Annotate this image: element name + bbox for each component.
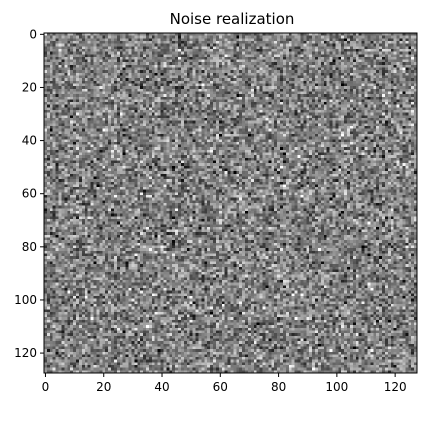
y-tick-label: 80: [22, 240, 37, 254]
chart-title: Noise realization: [170, 10, 295, 28]
x-tick-label: 60: [213, 380, 228, 394]
x-tick-label: 120: [384, 380, 407, 394]
noise-image: [44, 33, 417, 373]
x-tick-label: 100: [325, 380, 348, 394]
y-tick-label: 40: [22, 134, 37, 148]
y-tick-label: 0: [29, 27, 37, 41]
y-axis: 0 20 40 60 80 100 120: [14, 27, 44, 360]
x-tick-label: 20: [96, 380, 111, 394]
x-tick-label: 0: [42, 380, 50, 394]
y-tick-label: 60: [22, 187, 37, 201]
x-tick-label: 40: [154, 380, 169, 394]
plot-frame: [43, 32, 418, 374]
x-axis: 0 20 40 60 80 100 120: [42, 373, 407, 394]
y-tick-label: 20: [22, 80, 37, 94]
y-tick-label: 100: [14, 293, 37, 307]
x-tick-label: 80: [271, 380, 286, 394]
noise-image-pixels: [44, 33, 417, 373]
y-tick-label: 120: [14, 346, 37, 360]
